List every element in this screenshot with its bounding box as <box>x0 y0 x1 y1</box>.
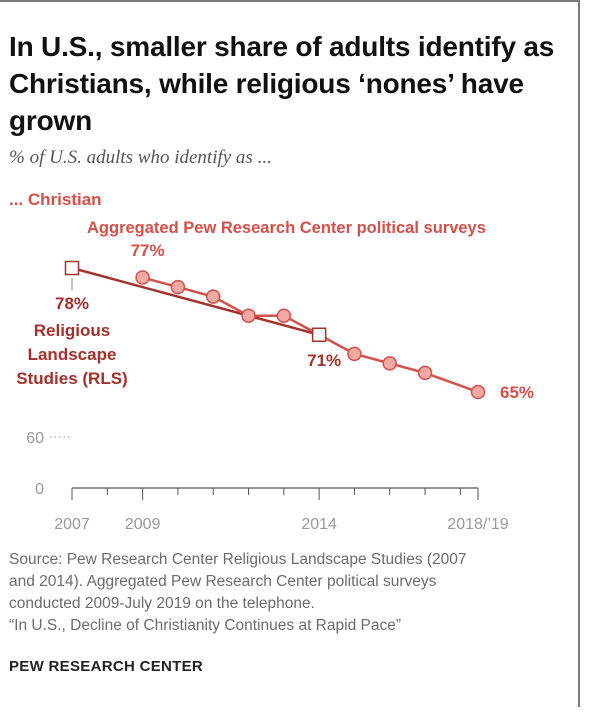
agg-end-label: 65% <box>500 383 534 402</box>
rls-series-label: Landscape <box>28 345 117 364</box>
series-heading: ... Christian <box>9 190 102 209</box>
pew-logo-text: PEW RESEARCH CENTER <box>9 658 204 675</box>
rls-series-label: Studies (RLS) <box>16 369 127 388</box>
rls-data-point <box>64 260 80 276</box>
agg-data-point <box>417 365 433 381</box>
agg-data-point <box>382 356 397 371</box>
x-tick-label: 2014 <box>301 516 337 533</box>
line-chart: ... Christian Aggregated Pew Research Cen… <box>9 190 534 533</box>
rls-data-point <box>311 327 327 343</box>
rls-start-label: 78% <box>55 294 89 313</box>
source-line-1: Source: Pew Research Center Religious La… <box>9 551 467 568</box>
agg-data-point <box>276 308 292 323</box>
source-line-3: conducted 2009-July 2019 on the telephon… <box>9 595 315 612</box>
agg-start-label: 77% <box>131 241 165 260</box>
agg-series-line <box>142 276 479 394</box>
rls-series-label: Religious <box>34 321 111 340</box>
agg-data-point <box>470 384 486 400</box>
chart-frame <box>0 0 580 707</box>
agg-data-point <box>241 308 256 323</box>
agg-data-point <box>205 289 221 304</box>
x-tick-label: 2007 <box>54 516 90 533</box>
y-tick-label: 60 <box>26 430 44 447</box>
chart-title: In U.S., smaller share of adults identif… <box>9 31 555 136</box>
chart-subtitle: % of U.S. adults who identify as ... <box>9 147 272 168</box>
source-line-4: “In U.S., Decline of Christianity Contin… <box>9 617 401 634</box>
agg-data-point <box>135 270 150 285</box>
source-note: Source: Pew Research Center Religious La… <box>9 549 574 637</box>
x-tick-label: 2009 <box>125 516 161 533</box>
agg-data-point <box>170 279 186 295</box>
x-tick-label: 2018/’19 <box>447 516 508 533</box>
agg-series-label: Aggregated Pew Research Center political… <box>87 219 486 237</box>
rls-end-label: 71% <box>307 351 341 370</box>
rls-series-line <box>71 266 320 336</box>
agg-data-point <box>347 346 362 362</box>
y-tick-label: 0 <box>35 481 44 498</box>
source-line-2: and 2014). Aggregated Pew Research Cente… <box>9 573 437 590</box>
